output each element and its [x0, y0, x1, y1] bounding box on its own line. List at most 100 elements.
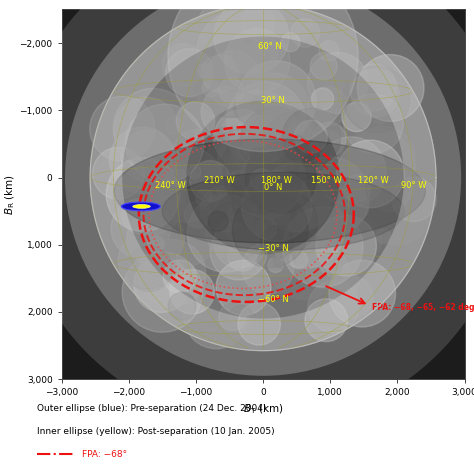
- Circle shape: [112, 164, 184, 236]
- Circle shape: [237, 61, 316, 140]
- Circle shape: [246, 201, 291, 246]
- Circle shape: [349, 64, 397, 111]
- Circle shape: [350, 126, 416, 192]
- Circle shape: [319, 41, 339, 61]
- Circle shape: [237, 169, 295, 228]
- Circle shape: [320, 253, 343, 275]
- Circle shape: [343, 66, 410, 133]
- Circle shape: [337, 191, 369, 223]
- Circle shape: [260, 226, 293, 258]
- Text: 30° N: 30° N: [261, 96, 285, 105]
- Circle shape: [392, 177, 436, 221]
- Circle shape: [310, 53, 337, 80]
- Circle shape: [224, 28, 290, 94]
- Circle shape: [282, 180, 296, 194]
- Circle shape: [255, 191, 318, 253]
- Circle shape: [208, 211, 228, 231]
- Ellipse shape: [162, 172, 404, 250]
- Circle shape: [268, 257, 283, 273]
- Circle shape: [197, 11, 277, 92]
- Y-axis label: $B_\mathrm{R}$ (km): $B_\mathrm{R}$ (km): [3, 174, 17, 215]
- Circle shape: [225, 137, 276, 189]
- Circle shape: [145, 191, 220, 267]
- Circle shape: [252, 147, 271, 166]
- Circle shape: [204, 129, 281, 206]
- Circle shape: [201, 55, 239, 92]
- Circle shape: [228, 171, 251, 194]
- Ellipse shape: [114, 139, 425, 243]
- Circle shape: [232, 168, 297, 233]
- Circle shape: [241, 171, 312, 242]
- Circle shape: [111, 199, 171, 258]
- Circle shape: [197, 64, 212, 78]
- Circle shape: [289, 120, 310, 142]
- Text: 150° W: 150° W: [311, 176, 342, 185]
- Circle shape: [282, 240, 295, 255]
- Circle shape: [243, 132, 291, 181]
- Circle shape: [277, 172, 304, 199]
- Circle shape: [113, 89, 192, 168]
- Circle shape: [317, 137, 386, 206]
- Circle shape: [311, 88, 334, 110]
- Polygon shape: [90, 4, 436, 351]
- Circle shape: [163, 132, 195, 164]
- Circle shape: [266, 190, 345, 268]
- Circle shape: [227, 140, 261, 174]
- Circle shape: [176, 164, 231, 219]
- Circle shape: [363, 255, 390, 283]
- Circle shape: [357, 55, 424, 121]
- Circle shape: [251, 176, 269, 194]
- Circle shape: [249, 175, 293, 219]
- Circle shape: [306, 247, 348, 289]
- Circle shape: [165, 117, 182, 134]
- Circle shape: [202, 80, 219, 97]
- Circle shape: [286, 185, 298, 197]
- Circle shape: [183, 283, 249, 349]
- Circle shape: [311, 130, 343, 162]
- Circle shape: [237, 130, 268, 162]
- Circle shape: [163, 260, 196, 293]
- Circle shape: [170, 169, 188, 187]
- X-axis label: $B_\mathrm{T}$ (km): $B_\mathrm{T}$ (km): [243, 403, 283, 416]
- Circle shape: [188, 165, 201, 179]
- Circle shape: [216, 260, 271, 315]
- Circle shape: [226, 195, 283, 252]
- Circle shape: [200, 169, 221, 190]
- Circle shape: [273, 247, 295, 270]
- Circle shape: [198, 0, 251, 53]
- Circle shape: [240, 107, 310, 177]
- Circle shape: [234, 207, 281, 254]
- Circle shape: [232, 192, 308, 268]
- Text: FPA: −68, −65, −62 deg: FPA: −68, −65, −62 deg: [372, 303, 474, 312]
- Circle shape: [268, 228, 340, 300]
- Circle shape: [92, 147, 144, 199]
- Text: 0° N: 0° N: [264, 183, 283, 192]
- Circle shape: [248, 117, 284, 153]
- Circle shape: [147, 236, 164, 253]
- Circle shape: [106, 158, 180, 232]
- Circle shape: [118, 231, 176, 289]
- Circle shape: [223, 91, 296, 164]
- Circle shape: [327, 265, 359, 298]
- Text: 180° W: 180° W: [261, 176, 292, 185]
- Circle shape: [316, 215, 376, 276]
- Circle shape: [344, 175, 371, 202]
- Circle shape: [169, 273, 201, 304]
- Circle shape: [168, 0, 358, 152]
- Circle shape: [376, 229, 391, 244]
- Circle shape: [366, 164, 413, 211]
- Circle shape: [351, 69, 399, 118]
- Text: FPA: −68°: FPA: −68°: [82, 450, 128, 459]
- Circle shape: [171, 129, 225, 184]
- Circle shape: [121, 199, 153, 230]
- Circle shape: [226, 137, 306, 218]
- Ellipse shape: [133, 205, 150, 208]
- Circle shape: [168, 292, 196, 320]
- Circle shape: [338, 218, 382, 261]
- Circle shape: [255, 167, 265, 178]
- Circle shape: [147, 146, 223, 222]
- Circle shape: [246, 173, 292, 219]
- Circle shape: [305, 299, 348, 342]
- Circle shape: [223, 118, 240, 136]
- Circle shape: [308, 87, 347, 127]
